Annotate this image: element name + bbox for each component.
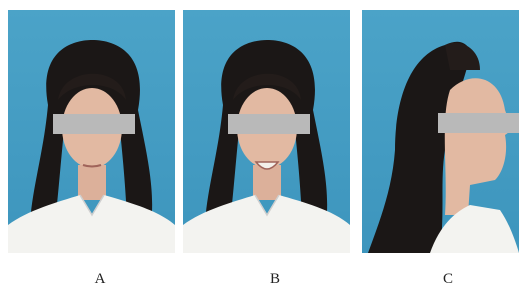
panel-label: C [443, 271, 453, 287]
photo-c [362, 10, 519, 253]
page: A B C (() => { const data = JSON.parse(d… [0, 0, 525, 292]
photo-a [8, 10, 175, 253]
photo-b [183, 10, 350, 253]
figure: A B C [0, 0, 525, 292]
panel-label: A [95, 271, 106, 287]
panel-label: B [270, 271, 280, 287]
